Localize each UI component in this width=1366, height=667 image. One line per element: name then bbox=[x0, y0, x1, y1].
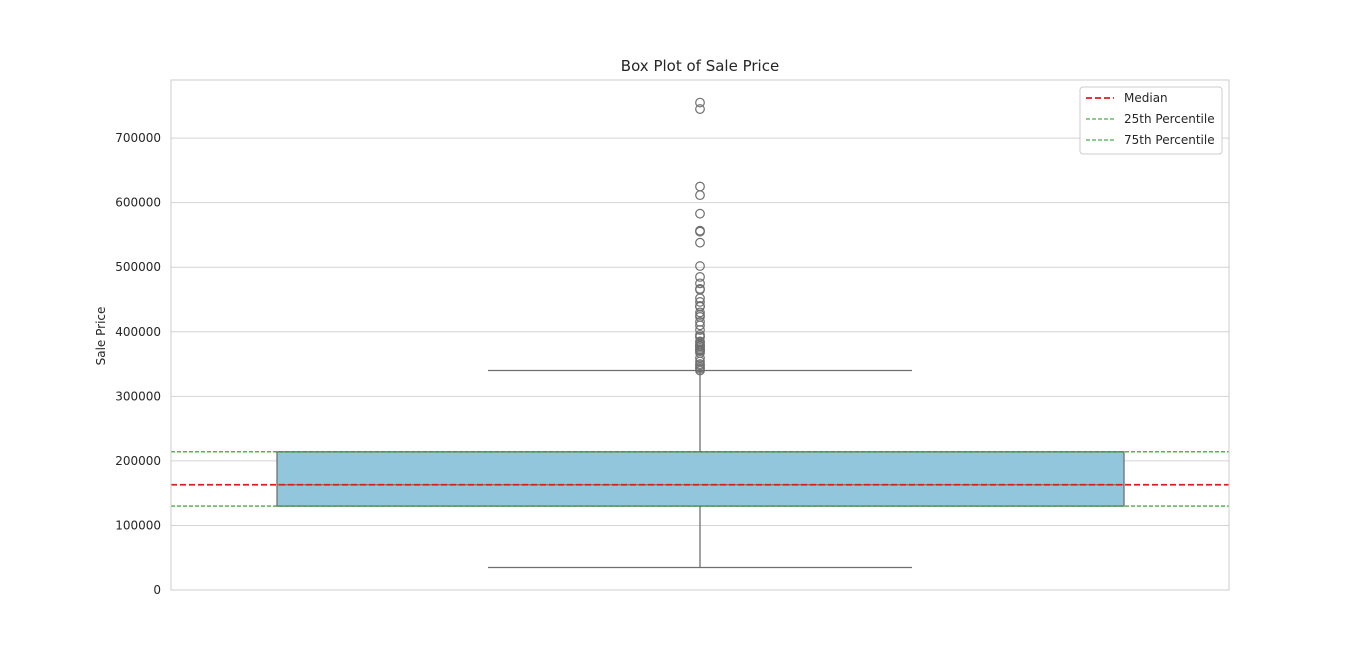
outlier-point bbox=[695, 365, 705, 376]
outlier-point bbox=[695, 190, 705, 201]
y-tick-label: 600000 bbox=[115, 196, 161, 210]
legend-label: 75th Percentile bbox=[1124, 133, 1215, 147]
chart-title: Box Plot of Sale Price bbox=[621, 57, 779, 75]
outliers bbox=[695, 97, 705, 376]
outlier-point bbox=[695, 181, 705, 192]
y-ticks: 0 100000 200000 300000 400000 500000 600000 700… bbox=[115, 131, 161, 597]
outlier-point bbox=[695, 237, 705, 248]
legend: Median 25th Percentile 75th Percentile bbox=[1079, 86, 1223, 155]
y-tick-label: 200000 bbox=[115, 454, 161, 468]
legend-label: Median bbox=[1124, 91, 1168, 105]
outlier-point bbox=[695, 320, 705, 331]
outlier-point bbox=[695, 104, 705, 114]
outlier-point bbox=[695, 226, 705, 237]
outlier-point bbox=[695, 297, 705, 307]
box-plot bbox=[276, 369, 1125, 569]
outlier-point bbox=[695, 271, 705, 282]
iqr-box bbox=[276, 451, 1125, 507]
y-tick-label: 400000 bbox=[115, 325, 161, 339]
legend-frame bbox=[1079, 86, 1223, 155]
outlier-point bbox=[695, 97, 705, 108]
outlier-point bbox=[695, 307, 705, 318]
legend-label: 25th Percentile bbox=[1124, 112, 1215, 126]
y-axis-label: Sale Price bbox=[94, 307, 108, 366]
outlier-point bbox=[695, 208, 705, 219]
y-tick-label: 500000 bbox=[115, 260, 161, 274]
outlier-point bbox=[695, 278, 705, 289]
y-tick-label: 700000 bbox=[115, 131, 161, 145]
y-tick-label: 0 bbox=[153, 583, 161, 597]
reference-lines bbox=[171, 451, 1229, 507]
plot-frame bbox=[170, 79, 1230, 591]
y-tick-label: 300000 bbox=[115, 389, 161, 403]
outlier-point bbox=[695, 325, 705, 335]
y-tick-label: 100000 bbox=[115, 518, 161, 532]
outlier-point bbox=[695, 261, 705, 271]
